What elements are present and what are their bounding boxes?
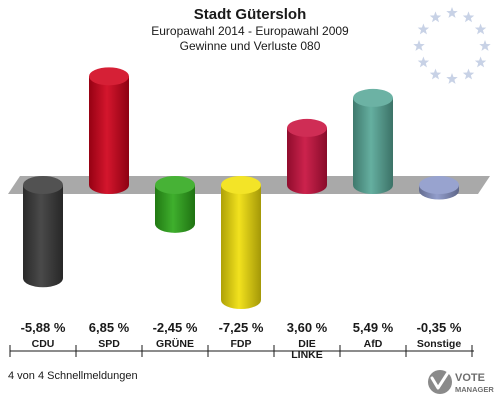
eu-star xyxy=(462,11,475,23)
chart-subtitle: Europawahl 2014 - Europawahl 2009 xyxy=(151,24,349,38)
logo-line-1: VOTE xyxy=(455,372,485,384)
category-label: LINKE xyxy=(291,349,323,361)
bar-4 xyxy=(287,118,327,194)
chart-title: Stadt Gütersloh xyxy=(194,6,307,23)
value-label: -7,25 % xyxy=(219,320,264,335)
vote-manager-logo-icon xyxy=(428,369,452,394)
value-label: -2,45 % xyxy=(153,320,198,335)
eu-star xyxy=(446,73,458,84)
eu-star xyxy=(417,23,430,35)
eu-stars-icon xyxy=(413,7,491,84)
category-label: AfD xyxy=(364,338,383,350)
eu-star xyxy=(474,23,487,35)
value-label: 3,60 % xyxy=(287,320,328,335)
eu-star xyxy=(462,68,475,80)
value-label: 5,49 % xyxy=(353,320,394,335)
category-label: FDP xyxy=(231,338,252,350)
logo-line-2: MANAGER xyxy=(455,385,494,394)
eu-star xyxy=(413,40,425,51)
bar-2 xyxy=(155,176,195,233)
eu-star xyxy=(417,56,430,68)
chart-subtitle-2: Gewinne und Verluste 080 xyxy=(180,39,321,53)
status-footer: 4 von 4 Schnellmeldungen xyxy=(8,370,138,382)
bar-0 xyxy=(23,176,63,288)
category-label: SPD xyxy=(98,338,120,350)
category-label: Sonstige xyxy=(417,338,461,350)
eu-star xyxy=(429,11,442,23)
category-label: DIE xyxy=(298,338,316,350)
value-label: -5,88 % xyxy=(21,320,66,335)
bar-1 xyxy=(89,67,129,194)
eu-star xyxy=(429,68,442,80)
eu-star xyxy=(446,7,458,18)
category-label: CDU xyxy=(32,338,55,350)
bar-6 xyxy=(419,176,459,200)
bar-5 xyxy=(353,88,393,194)
bar-3 xyxy=(221,176,261,309)
category-label: GRÜNE xyxy=(156,337,194,350)
value-label: 6,85 % xyxy=(89,320,130,335)
eu-star xyxy=(474,56,487,68)
eu-star xyxy=(479,40,491,51)
value-label: -0,35 % xyxy=(417,320,462,335)
